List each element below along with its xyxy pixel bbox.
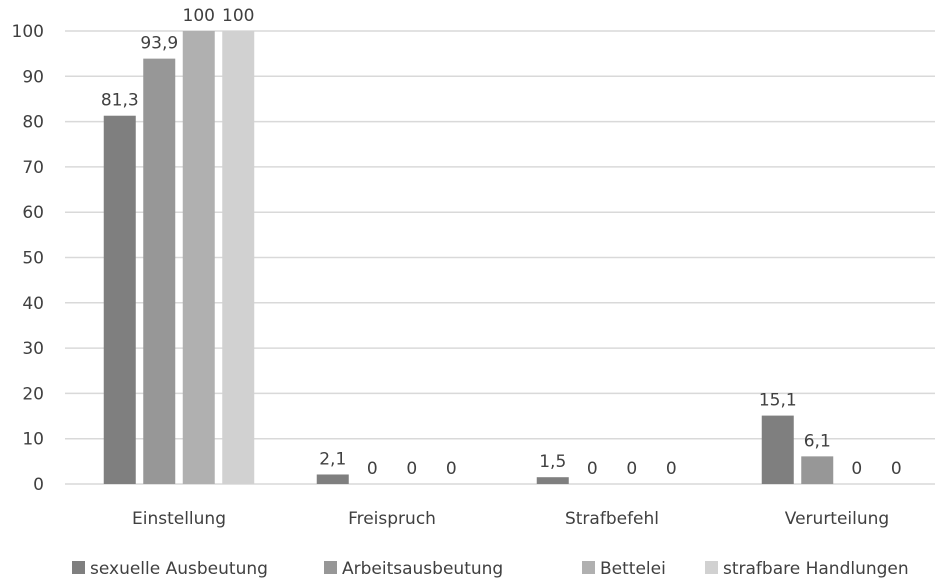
data-label: 0 xyxy=(367,459,378,479)
bar xyxy=(182,31,215,484)
legend-label: Arbeitsausbeutung xyxy=(342,559,503,578)
data-label: 6,1 xyxy=(804,431,831,451)
bar xyxy=(143,58,176,485)
bar xyxy=(103,115,136,484)
data-label: 0 xyxy=(587,459,598,479)
data-label: 93,9 xyxy=(140,34,178,54)
data-label: 0 xyxy=(406,459,417,479)
category-label: Strafbefehl xyxy=(565,509,659,529)
bar xyxy=(222,31,255,484)
legend-item[interactable]: sexuelle Ausbeutung xyxy=(72,559,268,579)
bar xyxy=(536,477,569,484)
data-label: 0 xyxy=(851,459,862,479)
y-tick-label: 40 xyxy=(22,294,44,314)
legend-swatch xyxy=(324,561,337,574)
data-label: 1,5 xyxy=(539,452,566,472)
data-label: 100 xyxy=(222,6,254,26)
legend-label: sexuelle Ausbeutung xyxy=(90,559,268,578)
data-label: 0 xyxy=(446,459,457,479)
data-label: 0 xyxy=(666,459,677,479)
legend-swatch xyxy=(72,561,85,574)
data-label: 100 xyxy=(183,6,215,26)
y-axis-ticks: 0 10 20 30 40 50 60 70 80 90 100 xyxy=(12,22,44,495)
category-label: Einstellung xyxy=(132,509,226,529)
category-label: Verurteilung xyxy=(785,509,889,529)
x-axis-categories: Einstellung Freispruch Strafbefehl Verurtei… xyxy=(132,509,889,529)
data-label: 0 xyxy=(891,459,902,479)
bar xyxy=(801,456,834,484)
data-label: 0 xyxy=(626,459,637,479)
bars xyxy=(103,31,834,485)
y-tick-label: 60 xyxy=(22,203,44,223)
bar xyxy=(316,474,349,484)
legend-swatch xyxy=(705,561,718,574)
legend-item[interactable]: Bettelei xyxy=(582,559,666,579)
legend-label: strafbare Handlungen xyxy=(723,559,909,578)
data-label: 81,3 xyxy=(101,91,139,111)
legend[interactable]: sexuelle Ausbeutung Arbeitsausbeutung Bett… xyxy=(72,559,909,579)
y-tick-label: 80 xyxy=(22,113,44,133)
y-tick-label: 90 xyxy=(22,67,44,87)
y-tick-label: 30 xyxy=(22,339,44,359)
y-tick-label: 0 xyxy=(33,475,44,495)
data-label: 15,1 xyxy=(759,391,797,411)
y-tick-label: 70 xyxy=(22,158,44,178)
y-tick-label: 10 xyxy=(22,430,44,450)
y-tick-label: 20 xyxy=(22,384,44,404)
y-tick-label: 100 xyxy=(12,22,44,42)
legend-label: Bettelei xyxy=(600,559,666,578)
legend-item[interactable]: strafbare Handlungen xyxy=(705,559,909,579)
legend-item[interactable]: Arbeitsausbeutung xyxy=(324,559,503,579)
legend-swatch xyxy=(582,561,595,574)
bar xyxy=(761,415,794,484)
category-label: Freispruch xyxy=(348,509,436,529)
data-label: 2,1 xyxy=(319,449,346,469)
y-tick-label: 50 xyxy=(22,249,44,269)
